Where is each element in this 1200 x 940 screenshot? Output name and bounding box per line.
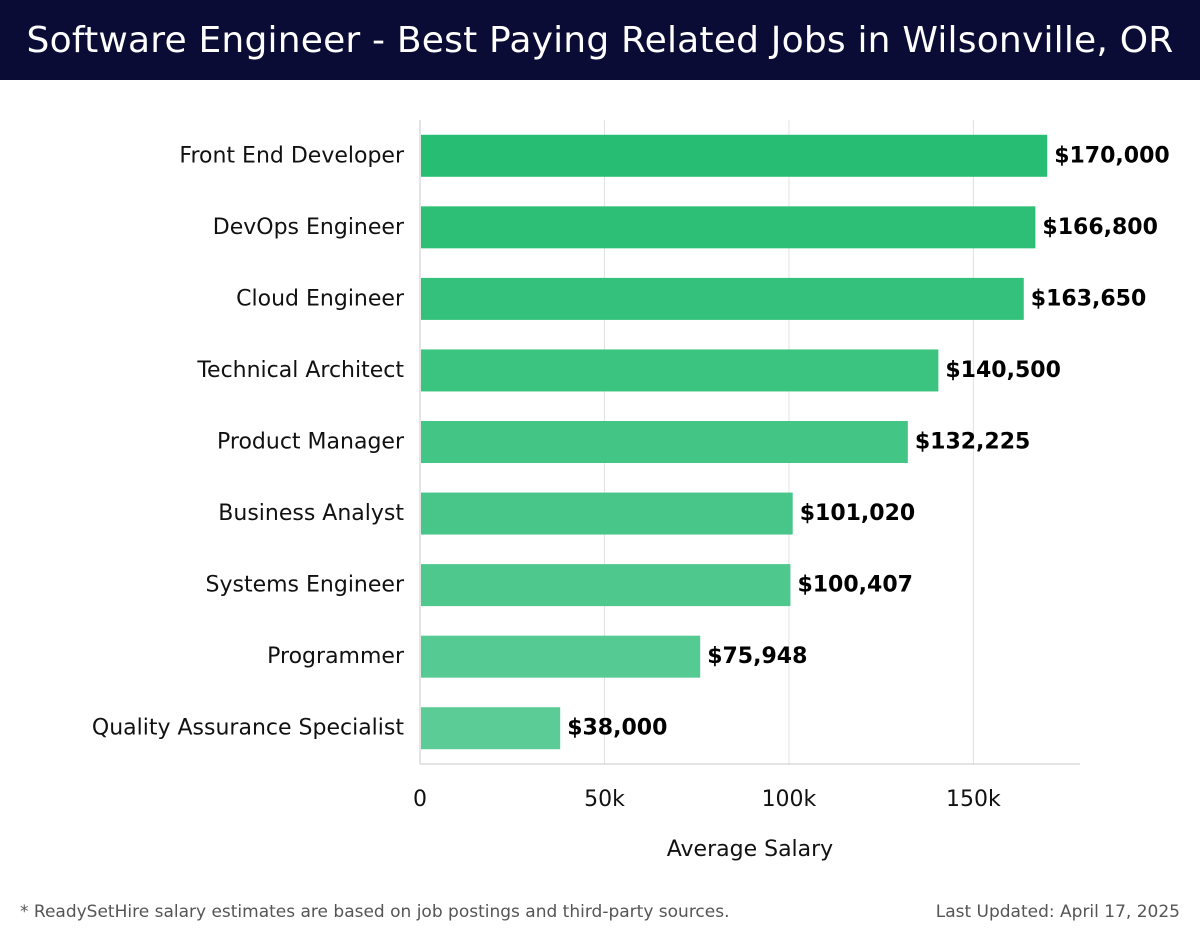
footer-note: * ReadySetHire salary estimates are base…: [20, 902, 730, 922]
x-tick-label: 150k: [946, 787, 1001, 812]
x-tick-label: 100k: [762, 787, 817, 812]
category-label: DevOps Engineer: [213, 215, 405, 240]
value-label: $170,000: [1054, 143, 1170, 168]
x-axis-title: Average Salary: [667, 837, 833, 862]
bar: [421, 349, 939, 392]
x-tick-label: 50k: [584, 787, 625, 812]
category-label: Systems Engineer: [206, 573, 405, 598]
value-label: $101,020: [800, 501, 916, 526]
category-label: Cloud Engineer: [236, 286, 405, 311]
chart-header: Software Engineer - Best Paying Related …: [0, 0, 1200, 80]
value-label: $163,650: [1031, 286, 1147, 311]
category-label: Front End Developer: [179, 143, 405, 168]
chart-title: Software Engineer - Best Paying Related …: [26, 19, 1174, 61]
bar: [421, 277, 1024, 320]
bar: [421, 635, 701, 678]
bar-chart: Front End Developer $170,000 DevOps Engine…: [92, 120, 1170, 862]
category-label: Business Analyst: [218, 501, 404, 526]
last-updated: Last Updated: April 17, 2025: [935, 902, 1180, 922]
value-label: $100,407: [797, 573, 913, 598]
category-label: Product Manager: [217, 430, 405, 455]
bar: [421, 421, 908, 463]
value-label: $132,225: [915, 430, 1031, 455]
bar: [421, 134, 1048, 177]
category-label: Technical Architect: [196, 358, 404, 383]
bar: [421, 206, 1036, 249]
x-tick-label: 0: [413, 787, 427, 812]
category-label: Quality Assurance Specialist: [92, 716, 404, 741]
value-label: $166,800: [1042, 215, 1158, 240]
value-label: $140,500: [945, 358, 1061, 383]
bar: [421, 492, 793, 535]
category-label: Programmer: [267, 644, 405, 669]
bar: [421, 707, 561, 750]
value-label: $75,948: [707, 644, 807, 669]
bar: [421, 564, 791, 607]
value-label: $38,000: [567, 716, 667, 741]
